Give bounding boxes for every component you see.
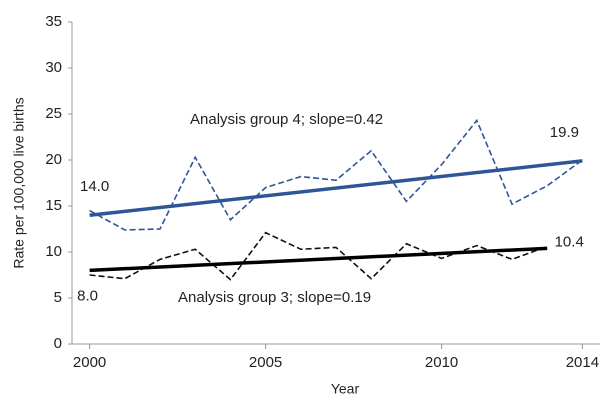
y-tick-label: 20 (45, 151, 62, 168)
trend-line (89, 246, 548, 273)
x-axis-label: Year (331, 381, 360, 397)
y-tick-label: 25 (45, 105, 62, 122)
y-axis-label: Rate per 100,000 live births (11, 97, 27, 268)
value-label: 14.0 (80, 178, 109, 195)
value-label: 8.0 (77, 287, 98, 304)
y-tick-label: 10 (45, 243, 62, 260)
data-line (89, 118, 583, 231)
y-tick-label: 35 (45, 13, 62, 30)
y-tick-label: 30 (45, 59, 62, 76)
value-label: 10.4 (555, 233, 584, 250)
x-tick-label: 2014 (566, 354, 599, 371)
x-tick-label: 2005 (249, 354, 282, 371)
y-tick-label: 5 (54, 289, 62, 306)
series-label: Analysis group 4; slope=0.42 (190, 111, 383, 128)
series-label: Analysis group 3; slope=0.19 (178, 289, 371, 306)
y-tick-label: 0 (54, 335, 62, 352)
value-label: 19.9 (550, 124, 579, 141)
trend-line (89, 159, 583, 217)
x-tick-label: 2000 (73, 354, 106, 371)
y-tick-label: 15 (45, 197, 62, 214)
x-tick-label: 2010 (425, 354, 458, 371)
data-line (89, 231, 548, 281)
